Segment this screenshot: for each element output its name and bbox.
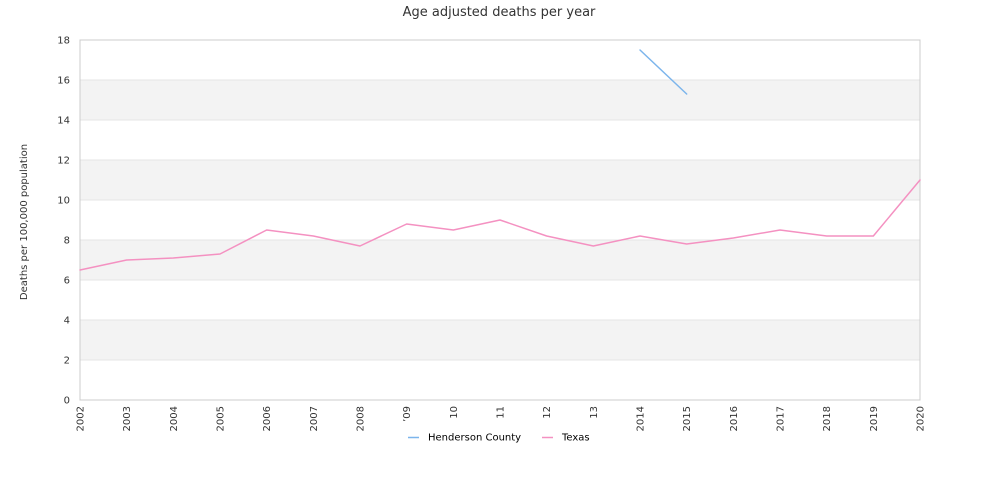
x-tick-label: 2019: [869, 406, 880, 431]
plot-border: [79, 39, 921, 401]
x-tick-label: ’09: [402, 406, 413, 422]
chart-title: Age adjusted deaths per year: [403, 5, 596, 20]
y-tick-label: 8: [64, 236, 70, 247]
y-axis-label: Deaths per 100,000 population: [19, 144, 30, 300]
series-layer: [79, 49, 921, 271]
grid-band: [80, 160, 920, 200]
y-tick-label: 18: [57, 36, 70, 47]
y-tick-label: 0: [64, 396, 70, 407]
grid-band: [80, 240, 920, 280]
series-texas-line: [79, 179, 921, 271]
legend-henderson-county-label: Henderson County: [428, 433, 521, 444]
y-tick-label: 6: [64, 276, 70, 287]
x-tick-label: 2008: [356, 406, 367, 431]
grid-bands: [80, 80, 920, 360]
grid-band: [80, 320, 920, 360]
y-axis-ticks: 0 2 4 6 8 10 12 14 16 18: [57, 36, 70, 407]
x-tick-label: 2005: [216, 406, 227, 431]
x-tick-label: 2020: [916, 406, 927, 431]
y-tick-label: 4: [64, 316, 70, 327]
x-tick-label: 11: [496, 406, 507, 419]
x-tick-label: 2006: [262, 406, 273, 431]
x-tick-label: 2014: [636, 406, 647, 431]
x-tick-label: 2002: [76, 406, 87, 431]
x-tick-label: 12: [542, 406, 553, 419]
x-tick-label: 2018: [822, 406, 833, 431]
x-axis-ticks: 2002 2003 2004 2005 2006 2007 2008 ’09 10 11 12 13 2…: [76, 406, 927, 431]
y-tick-label: 10: [57, 196, 70, 207]
x-tick-label: 13: [589, 406, 600, 419]
y-tick-label: 12: [57, 156, 70, 167]
series-henderson-county-line: [639, 49, 688, 95]
x-tick-label: 2016: [729, 406, 740, 431]
x-tick-label: 2003: [122, 406, 133, 431]
x-tick-label: 2017: [776, 406, 787, 431]
x-tick-label: 10: [449, 406, 460, 419]
y-tick-label: 16: [57, 76, 70, 87]
x-tick-label: 2015: [682, 406, 693, 431]
x-tick-label: 2004: [169, 406, 180, 431]
legend-texas-label: Texas: [561, 433, 590, 444]
legend: Henderson County Texas: [408, 433, 590, 444]
grid-band: [80, 80, 920, 120]
x-tick-label: 2007: [309, 406, 320, 431]
y-tick-label: 2: [64, 356, 70, 367]
y-tick-label: 14: [57, 116, 70, 127]
